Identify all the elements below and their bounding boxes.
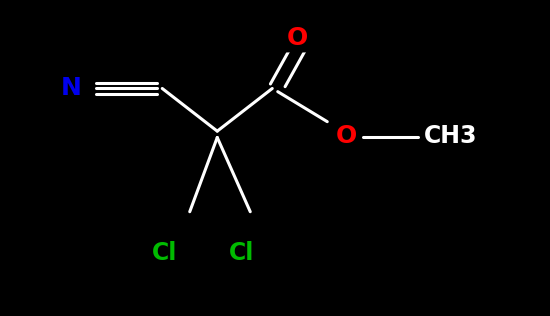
Text: Cl: Cl: [152, 241, 178, 265]
Text: O: O: [336, 124, 357, 148]
Text: CH3: CH3: [424, 124, 478, 148]
Text: O: O: [287, 26, 307, 50]
Text: N: N: [61, 76, 82, 100]
Text: Cl: Cl: [229, 241, 255, 265]
